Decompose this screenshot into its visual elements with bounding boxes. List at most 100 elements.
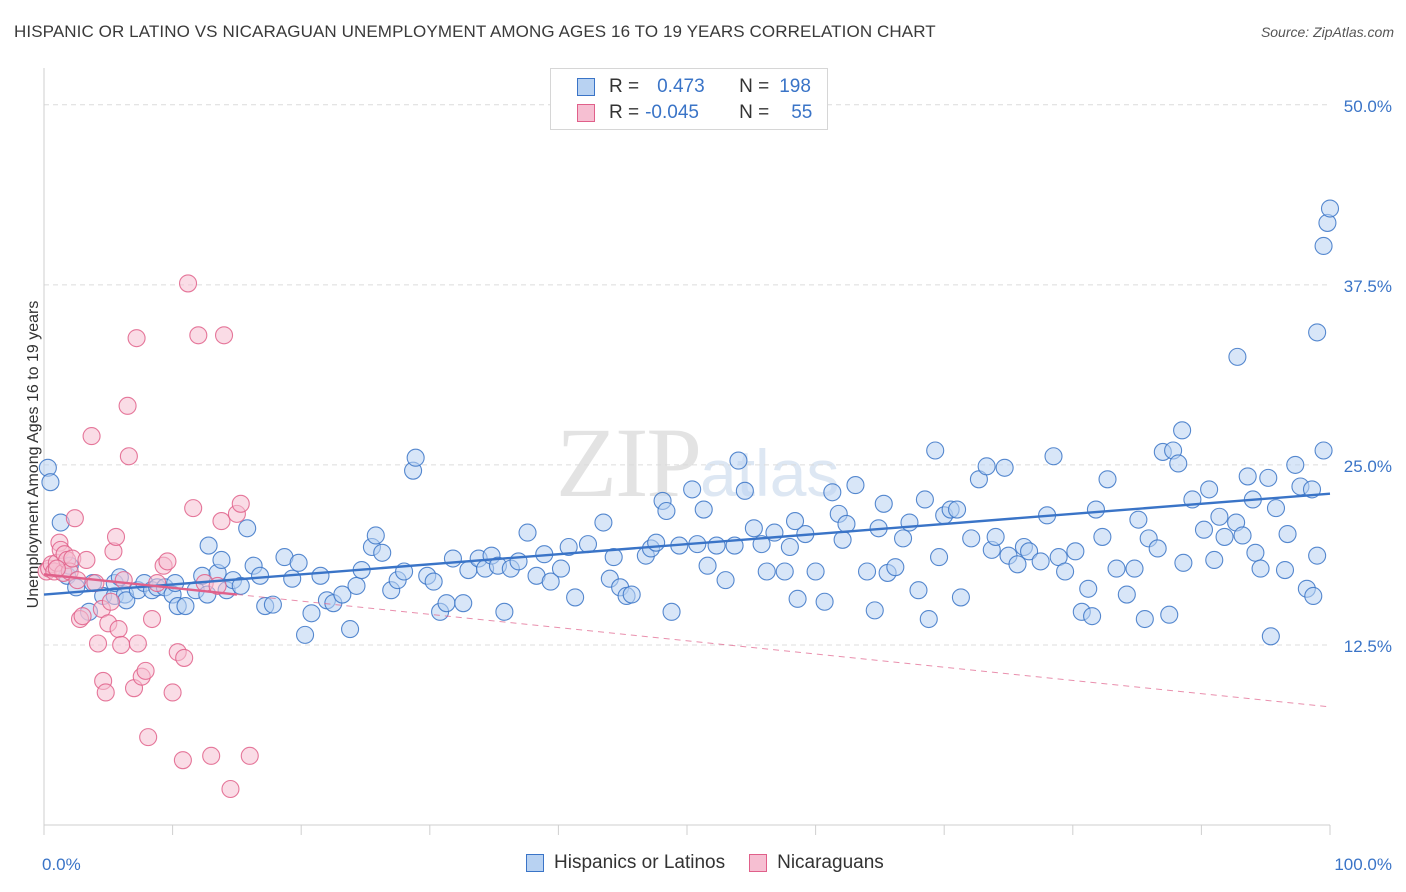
data-point bbox=[1160, 605, 1179, 624]
data-point bbox=[694, 500, 713, 519]
data-point bbox=[857, 562, 877, 581]
watermark: ZIPatlas bbox=[556, 405, 839, 520]
data-point bbox=[986, 527, 1005, 546]
data-point bbox=[77, 550, 96, 570]
chart-title: HISPANIC OR LATINO VS NICARAGUAN UNEMPLO… bbox=[14, 22, 936, 41]
data-point bbox=[698, 556, 717, 575]
data-point bbox=[951, 588, 970, 607]
data-point bbox=[716, 571, 735, 590]
series-legend-label: Hispanics or Latinos bbox=[554, 852, 726, 873]
data-point bbox=[900, 513, 919, 532]
data-point bbox=[1215, 527, 1234, 546]
data-point bbox=[1308, 323, 1327, 342]
data-point bbox=[757, 562, 776, 581]
data-point bbox=[238, 519, 257, 538]
data-point bbox=[1125, 559, 1144, 578]
data-point bbox=[948, 500, 967, 519]
data-point bbox=[454, 594, 473, 613]
legend-r-value: 0.473 bbox=[657, 76, 705, 97]
data-point bbox=[744, 519, 763, 538]
legend-swatch-pink bbox=[749, 854, 768, 872]
data-point bbox=[1251, 559, 1270, 578]
data-point bbox=[566, 588, 585, 607]
x-tick-label: 100.0% bbox=[1334, 855, 1392, 874]
data-point bbox=[1079, 579, 1098, 598]
data-point bbox=[1314, 236, 1333, 256]
data-point bbox=[1135, 609, 1154, 629]
data-point bbox=[341, 620, 360, 639]
legend-n-value: 55 bbox=[791, 102, 813, 123]
data-point bbox=[106, 527, 126, 546]
data-point bbox=[1056, 562, 1075, 581]
series-nicaraguan-points bbox=[37, 274, 259, 799]
legend-swatch-blue bbox=[526, 854, 544, 872]
legend-r-label: R = bbox=[609, 102, 640, 123]
data-point bbox=[128, 634, 147, 653]
data-point bbox=[707, 536, 726, 555]
data-point bbox=[909, 581, 928, 600]
data-point bbox=[647, 533, 666, 552]
data-point bbox=[373, 543, 392, 562]
data-point bbox=[1259, 468, 1278, 487]
data-point bbox=[347, 576, 366, 595]
data-point bbox=[559, 537, 578, 557]
data-point bbox=[302, 604, 321, 623]
data-point bbox=[657, 501, 676, 521]
data-point bbox=[1233, 526, 1252, 545]
trend-line-extended bbox=[236, 594, 1331, 708]
data-point bbox=[919, 609, 938, 629]
watermark-zip: ZIP bbox=[556, 407, 702, 518]
data-point bbox=[622, 585, 641, 604]
y-axis-title: Unemployment Among Ages 16 to 19 years bbox=[25, 301, 42, 609]
data-point bbox=[366, 526, 385, 545]
data-point bbox=[806, 562, 825, 581]
data-point bbox=[1266, 499, 1286, 518]
series-legend-nicaraguan: Nicaraguans bbox=[749, 852, 884, 874]
data-point bbox=[178, 274, 198, 293]
data-point bbox=[915, 490, 934, 509]
data-point bbox=[886, 558, 905, 577]
data-point bbox=[995, 458, 1014, 477]
data-point bbox=[212, 512, 231, 531]
data-point bbox=[1173, 421, 1192, 440]
data-point bbox=[1093, 527, 1112, 546]
data-point bbox=[865, 601, 884, 620]
data-point bbox=[846, 476, 865, 495]
data-point bbox=[176, 597, 195, 616]
data-point bbox=[962, 529, 981, 548]
data-point bbox=[68, 571, 87, 590]
data-point bbox=[823, 483, 842, 502]
data-point bbox=[231, 494, 250, 513]
data-point bbox=[785, 512, 805, 531]
data-point bbox=[1174, 553, 1193, 572]
data-point bbox=[930, 548, 949, 567]
data-point bbox=[1020, 542, 1039, 561]
data-point bbox=[119, 447, 138, 466]
data-point bbox=[424, 572, 443, 591]
data-point bbox=[173, 751, 192, 770]
legend-r-value: -0.045 bbox=[645, 102, 699, 123]
legend-row-hispanic: R = 0.473 N = 198 bbox=[577, 75, 811, 99]
legend-r-label: R = bbox=[609, 76, 640, 97]
data-point bbox=[729, 451, 748, 470]
data-point bbox=[118, 396, 137, 415]
trend-line-hispanic bbox=[43, 492, 1331, 596]
data-point bbox=[1148, 539, 1167, 558]
data-point bbox=[604, 548, 623, 567]
data-point bbox=[815, 592, 834, 611]
data-point bbox=[202, 746, 221, 765]
data-point bbox=[541, 572, 560, 591]
data-point bbox=[1261, 627, 1280, 646]
data-point bbox=[231, 576, 250, 595]
data-point bbox=[1044, 447, 1063, 466]
data-point bbox=[780, 537, 799, 557]
data-point bbox=[1275, 561, 1295, 580]
data-point bbox=[1228, 347, 1247, 366]
data-point bbox=[1200, 480, 1219, 499]
y-tick-label: 25.0% bbox=[1344, 457, 1392, 476]
data-point bbox=[163, 683, 182, 702]
data-point bbox=[82, 427, 101, 446]
data-point bbox=[893, 529, 913, 548]
data-point bbox=[283, 569, 302, 588]
data-point bbox=[977, 457, 996, 476]
